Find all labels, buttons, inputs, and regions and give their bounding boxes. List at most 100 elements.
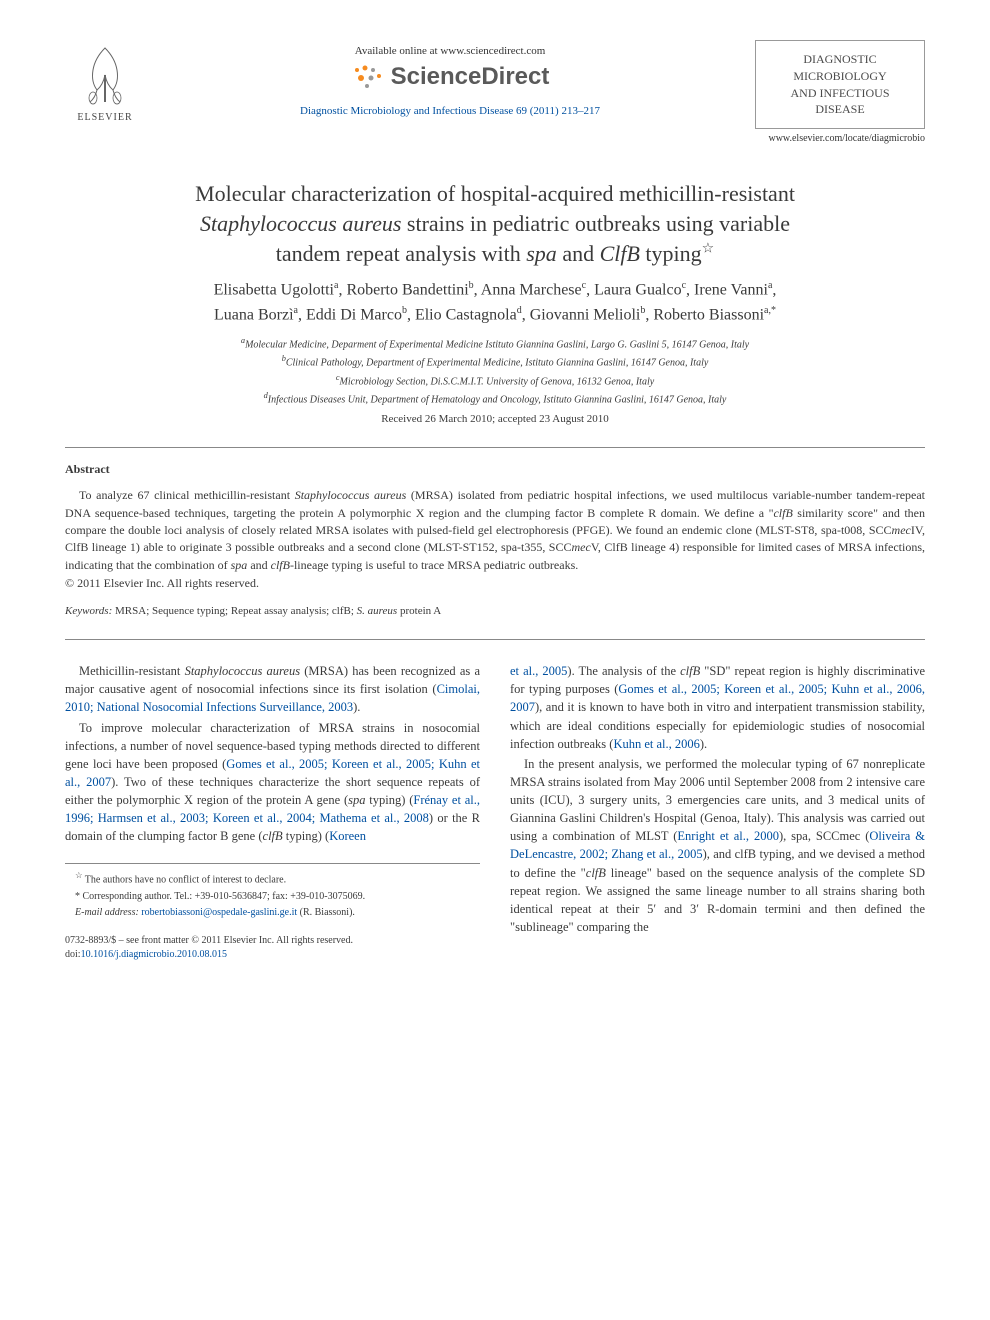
author: Elisabetta Ugolotti — [214, 282, 334, 299]
author: , Eddi Di Marco — [298, 306, 402, 323]
abstract-span: To analyze 67 clinical methicillin-resis… — [79, 488, 295, 502]
abstract-copyright: © 2011 Elsevier Inc. All rights reserved… — [65, 576, 925, 591]
journal-box-line: MICROBIOLOGY — [762, 68, 918, 85]
author: , Roberto Biassoni — [645, 306, 764, 323]
abstract-heading: Abstract — [65, 462, 925, 477]
section-divider — [65, 639, 925, 640]
article-dates: Received 26 March 2010; accepted 23 Augu… — [65, 413, 925, 425]
article-title: Molecular characterization of hospital-a… — [65, 179, 925, 268]
body-paragraph: In the present analysis, we performed th… — [510, 755, 925, 936]
title-line: tandem repeat analysis with — [276, 241, 526, 266]
author: , Laura Gualco — [586, 282, 682, 299]
issn-line: 0732-8893/$ – see front matter © 2011 El… — [65, 934, 480, 948]
citation-link[interactable]: Koreen — [329, 829, 366, 843]
email-name: (R. Biassoni). — [297, 907, 355, 918]
journal-box-line: AND INFECTIOUS — [762, 85, 918, 102]
title-line: Molecular characterization of hospital-a… — [195, 181, 795, 206]
keywords-text: MRSA; Sequence typing; Repeat assay anal… — [112, 605, 356, 617]
doi-line: doi:10.1016/j.diagmicrobio.2010.08.015 — [65, 948, 480, 962]
author: , Irene Vanni — [686, 282, 768, 299]
affiliation-line: bClinical Pathology, Department of Exper… — [65, 353, 925, 370]
page-header: ELSEVIER Available online at www.science… — [65, 40, 925, 144]
doi-label: doi: — [65, 949, 81, 960]
body-span: ), spa, SCCmec ( — [779, 829, 869, 843]
affiliation-line: cMicrobiology Section, Di.S.C.M.I.T. Uni… — [65, 372, 925, 389]
title-italic: ClfB — [600, 241, 640, 266]
available-online-text: Available online at www.sciencedirect.co… — [145, 45, 755, 57]
author: Luana Borzì — [214, 306, 294, 323]
affiliation-line: dInfectious Diseases Unit, Department of… — [65, 390, 925, 407]
footnote-email: E-mail address: robertobiassoni@ospedale… — [65, 906, 480, 920]
affiliations: aMolecular Medicine, Deparment of Experi… — [65, 335, 925, 407]
title-star-icon: ☆ — [702, 241, 715, 256]
body-span: ). — [700, 737, 707, 751]
author-affil-sup: a — [768, 280, 772, 291]
body-italic: clfB — [680, 664, 700, 678]
elsevier-label: ELSEVIER — [77, 112, 132, 123]
citation-link[interactable]: et al., 2005 — [510, 664, 567, 678]
body-paragraph: Methicillin-resistant Staphylococcus aur… — [65, 662, 480, 716]
authors-list: Elisabetta Ugolottia, Roberto Bandettini… — [65, 278, 925, 327]
sciencedirect-dots-icon — [351, 64, 385, 90]
title-block: Molecular characterization of hospital-a… — [65, 179, 925, 425]
journal-reference[interactable]: Diagnostic Microbiology and Infectious D… — [145, 105, 755, 117]
affiliation-text: Microbiology Section, Di.S.C.M.I.T. Univ… — [340, 376, 655, 387]
body-italic: Staphylococcus aureus — [185, 664, 301, 678]
title-line: strains in pediatric outbreaks using var… — [401, 211, 790, 236]
journal-url: www.elsevier.com/locate/diagmicrobio — [755, 133, 925, 144]
body-span: ), and it is known to have both in vitro… — [510, 700, 925, 750]
body-italic: clfB — [586, 866, 606, 880]
footnote-corresponding: * Corresponding author. Tel.: +39-010-56… — [65, 890, 480, 904]
title-italic: spa — [526, 241, 557, 266]
body-span: typing) ( — [283, 829, 330, 843]
citation-link[interactable]: Kuhn et al., 2006 — [613, 737, 699, 751]
abstract-italic: clfB — [271, 558, 290, 572]
body-italic: clfB — [263, 829, 283, 843]
keywords-label: Keywords: — [65, 605, 112, 617]
elsevier-logo: ELSEVIER — [65, 40, 145, 123]
journal-box-line: DIAGNOSTIC — [762, 51, 918, 68]
abstract-italic: Staphylococcus aureus — [295, 488, 407, 502]
keywords-italic: S. aureus — [357, 605, 398, 617]
footnotes: ☆ The authors have no conflict of intere… — [65, 863, 480, 919]
author: , Anna Marchese — [474, 282, 582, 299]
email-link[interactable]: robertobiassoni@ospedale-gaslini.ge.it — [141, 907, 297, 918]
body-span: ). — [353, 700, 360, 714]
body-span: Methicillin-resistant — [79, 664, 185, 678]
body-paragraph: et al., 2005). The analysis of the clfB … — [510, 662, 925, 753]
author: , Giovanni Melioli — [522, 306, 641, 323]
body-span: typing) ( — [365, 793, 413, 807]
section-divider — [65, 447, 925, 448]
abstract-span: and — [247, 558, 270, 572]
elsevier-tree-icon — [75, 40, 135, 110]
journal-box-wrapper: DIAGNOSTIC MICROBIOLOGY AND INFECTIOUS D… — [755, 40, 925, 144]
keywords-text: protein A — [397, 605, 441, 617]
affiliation-text: Clinical Pathology, Department of Experi… — [286, 358, 708, 369]
affiliation-text: Infectious Diseases Unit, Department of … — [268, 394, 727, 405]
bottom-meta: 0732-8893/$ – see front matter © 2011 El… — [65, 934, 480, 962]
title-italic: Staphylococcus aureus — [200, 211, 401, 236]
footnote-text: The authors have no conflict of interest… — [85, 875, 286, 886]
center-header: Available online at www.sciencedirect.co… — [145, 40, 755, 117]
sciencedirect-logo: ScienceDirect — [145, 63, 755, 91]
left-column: Methicillin-resistant Staphylococcus aur… — [65, 662, 480, 962]
right-column: et al., 2005). The analysis of the clfB … — [510, 662, 925, 962]
body-italic: spa — [348, 793, 365, 807]
author-affil-sup: a,* — [764, 305, 776, 316]
abstract-span: -lineage typing is useful to trace MRSA … — [290, 558, 578, 572]
email-label: E-mail address: — [75, 907, 139, 918]
affiliation-line: aMolecular Medicine, Deparment of Experi… — [65, 335, 925, 352]
body-paragraph: To improve molecular characterization of… — [65, 719, 480, 846]
abstract-italic: spa — [231, 558, 248, 572]
author: , Elio Castagnola — [407, 306, 517, 323]
affiliation-text: Molecular Medicine, Deparment of Experim… — [245, 339, 749, 350]
journal-box-line: DISEASE — [762, 101, 918, 118]
citation-link[interactable]: Enright et al., 2000 — [677, 829, 779, 843]
doi-link[interactable]: 10.1016/j.diagmicrobio.2010.08.015 — [81, 949, 227, 960]
title-line: and — [557, 241, 600, 266]
abstract-text: To analyze 67 clinical methicillin-resis… — [65, 487, 925, 574]
abstract-italic: clfB — [773, 506, 792, 520]
title-line: typing — [640, 241, 702, 266]
footnote-conflict: ☆ The authors have no conflict of intere… — [65, 870, 480, 887]
sciencedirect-text: ScienceDirect — [391, 63, 550, 91]
